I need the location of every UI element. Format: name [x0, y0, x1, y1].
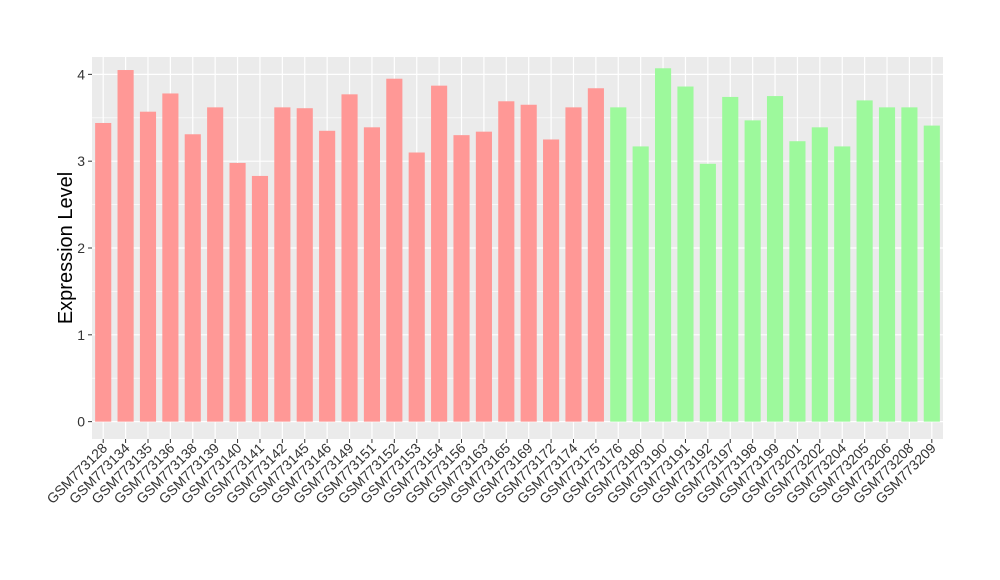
bar-GSM773180: [632, 146, 649, 422]
bar-GSM773163: [475, 131, 492, 422]
bar-GSM773176: [610, 107, 627, 422]
bar-GSM773128: [95, 122, 112, 422]
y-tick-label: 2: [77, 240, 85, 256]
bar-GSM773146: [319, 130, 336, 422]
bar-GSM773135: [139, 111, 157, 422]
bar-GSM773208: [901, 107, 918, 422]
bar-GSM773206: [878, 107, 896, 422]
bar-GSM773153: [408, 152, 425, 422]
bar-GSM773204: [834, 146, 851, 422]
bar-GSM773145: [296, 108, 313, 422]
bar-GSM773136: [162, 93, 179, 422]
bar-GSM773202: [811, 127, 828, 422]
x-axis: GSM773128GSM773134GSM773135GSM773136GSM7…: [43, 439, 939, 507]
bars: [95, 68, 940, 422]
bar-GSM773198: [744, 120, 761, 422]
bar-GSM773175: [587, 88, 604, 422]
bar-GSM773141: [251, 175, 269, 422]
y-axis: 0 1 2 3 4: [77, 66, 92, 430]
bar-GSM773174: [565, 107, 582, 422]
bar-GSM773149: [341, 94, 358, 422]
bar-GSM773197: [722, 96, 739, 422]
bar-GSM773156: [453, 135, 470, 422]
bar-GSM773205: [856, 100, 873, 422]
y-tick-label: 1: [77, 327, 85, 343]
bar-GSM773190: [655, 68, 672, 422]
y-tick-label: 0: [77, 414, 85, 430]
bar-GSM773191: [677, 86, 694, 422]
bar-GSM773192: [699, 163, 716, 422]
bar-GSM773199: [766, 96, 784, 422]
bar-GSM773172: [543, 139, 560, 422]
y-tick-label: 3: [77, 153, 85, 169]
bar-GSM773169: [520, 104, 537, 422]
bar-GSM773139: [207, 107, 224, 422]
y-axis-title: Expression Level: [55, 172, 77, 324]
bar-GSM773165: [498, 101, 515, 422]
bar-GSM773209: [923, 125, 940, 422]
bar-GSM773142: [274, 107, 291, 422]
bar-GSM773201: [789, 141, 806, 422]
bar-GSM773154: [431, 85, 448, 422]
bar-GSM773152: [386, 78, 403, 422]
bar-GSM773151: [363, 127, 380, 422]
bar-GSM773138: [184, 134, 201, 422]
bar-GSM773140: [229, 162, 246, 422]
bar-GSM773134: [117, 70, 134, 422]
y-tick-label: 4: [77, 66, 85, 82]
